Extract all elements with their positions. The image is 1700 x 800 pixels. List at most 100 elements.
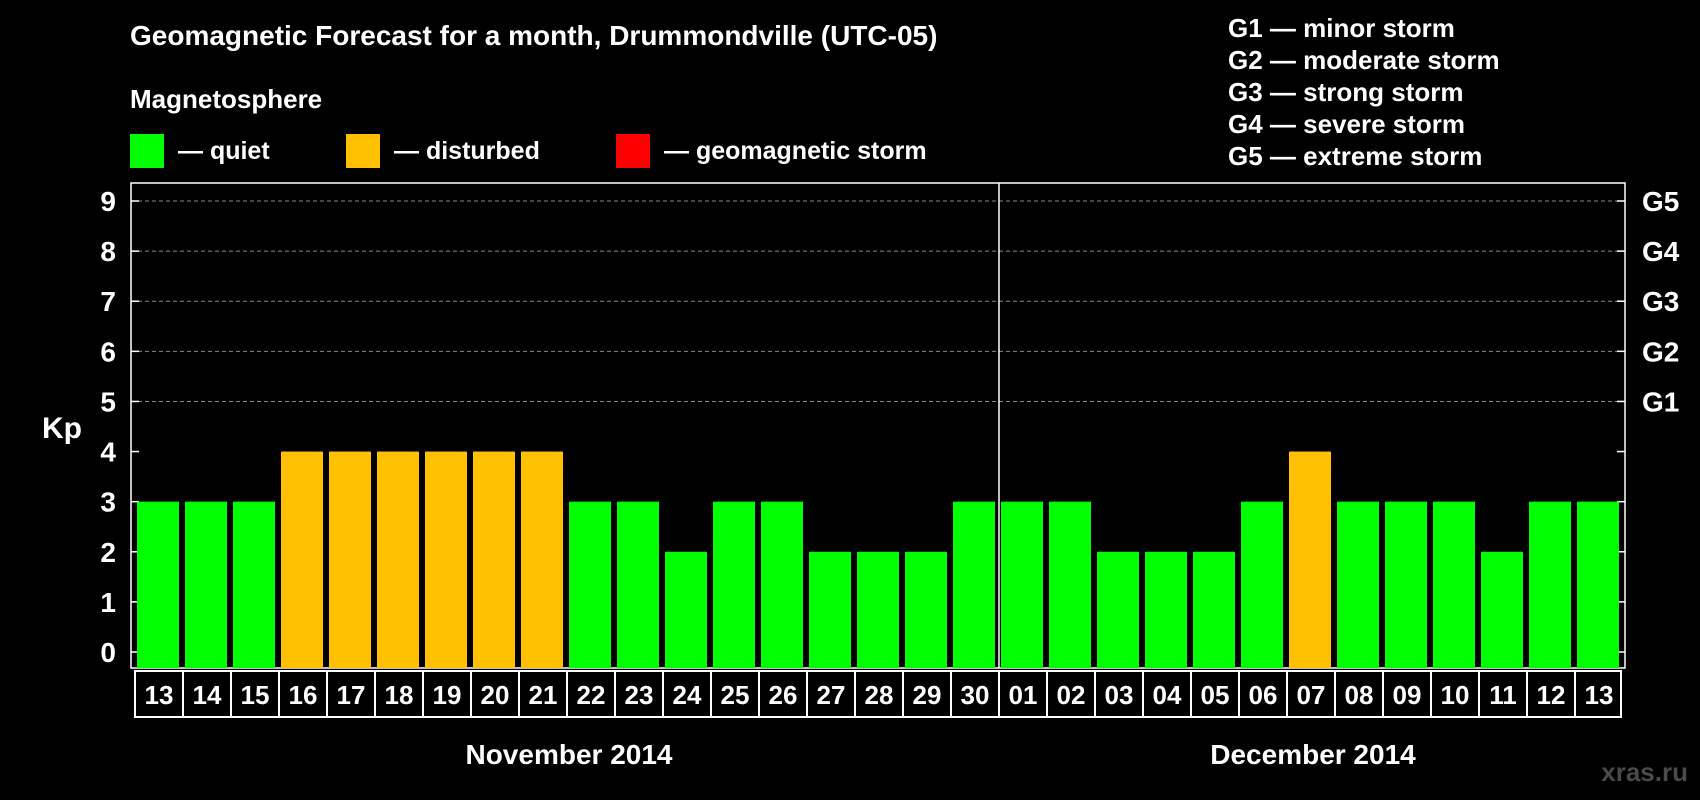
right-axis-label-g5: G5 <box>1642 186 1679 217</box>
bar-20 <box>1097 551 1139 668</box>
x-tick-label-28: 11 <box>1489 680 1517 710</box>
bar-26 <box>1385 501 1427 668</box>
x-tick-label-11: 24 <box>673 680 702 710</box>
bar-30 <box>1577 501 1619 668</box>
legend-swatch-storm <box>616 134 650 168</box>
storm-scale-legend: G1 — minor storm G2 — moderate storm G3 … <box>1228 12 1500 172</box>
bar-25 <box>1337 501 1379 668</box>
bar-13 <box>761 501 803 668</box>
bar-27 <box>1433 501 1475 668</box>
y-tick-label-1: 1 <box>100 587 116 618</box>
y-tick-label-8: 8 <box>100 236 116 267</box>
y-axis-label: Kp <box>42 412 82 445</box>
x-tick-label-30: 13 <box>1585 680 1614 710</box>
legend-item-disturbed: — disturbed <box>346 134 540 168</box>
storm-scale-g3: G3 — strong storm <box>1228 77 1464 107</box>
x-tick-label-17: 30 <box>961 680 990 710</box>
bar-15 <box>857 551 899 668</box>
x-tick-label-13: 26 <box>769 680 798 710</box>
bar-29 <box>1529 501 1571 668</box>
x-tick-label-8: 21 <box>529 680 558 710</box>
bar-16 <box>905 551 947 668</box>
bar-10 <box>617 501 659 668</box>
x-tick-label-3: 16 <box>289 680 318 710</box>
x-tick-label-1: 14 <box>193 680 222 710</box>
y-tick-label-3: 3 <box>100 487 116 518</box>
x-tick-label-22: 05 <box>1201 680 1230 710</box>
right-axis-label-g3: G3 <box>1642 286 1679 317</box>
y-tick-label-0: 0 <box>100 637 116 668</box>
legend-label-storm: — geomagnetic storm <box>664 136 927 165</box>
legend-label-disturbed: — disturbed <box>394 136 540 165</box>
x-tick-label-15: 28 <box>865 680 894 710</box>
bar-5 <box>377 451 419 668</box>
bar-23 <box>1241 501 1283 668</box>
x-tick-label-4: 17 <box>337 680 366 710</box>
legend-label-quiet: — quiet <box>178 136 270 165</box>
bar-3 <box>281 451 323 668</box>
x-tick-label-24: 07 <box>1297 680 1326 710</box>
x-tick-label-10: 23 <box>625 680 654 710</box>
storm-scale-g2: G2 — moderate storm <box>1228 45 1500 75</box>
legend-item-storm: — geomagnetic storm <box>616 134 927 168</box>
x-tick-label-29: 12 <box>1537 680 1566 710</box>
bar-6 <box>425 451 467 668</box>
storm-scale-g4: G4 — severe storm <box>1228 109 1466 139</box>
legend-swatch-quiet <box>130 134 164 168</box>
x-tick-label-21: 04 <box>1153 680 1182 710</box>
x-tick-label-20: 03 <box>1105 680 1134 710</box>
x-tick-label-25: 08 <box>1345 680 1374 710</box>
bar-9 <box>569 501 611 668</box>
x-tick-label-16: 29 <box>913 680 942 710</box>
bar-8 <box>521 451 563 668</box>
y-tick-label-6: 6 <box>100 336 116 367</box>
bar-28 <box>1481 551 1523 668</box>
y-tick-label-9: 9 <box>100 186 116 217</box>
bar-4 <box>329 451 371 668</box>
legend-swatch-disturbed <box>346 134 380 168</box>
storm-scale-g1: G1 — minor storm <box>1228 13 1455 43</box>
bar-14 <box>809 551 851 668</box>
watermark: xras.ru <box>1601 757 1688 787</box>
right-axis-label-g1: G1 <box>1642 386 1679 417</box>
x-tick-label-9: 22 <box>577 680 606 710</box>
x-tick-label-2: 15 <box>241 680 270 710</box>
y-tick-label-7: 7 <box>100 286 116 317</box>
right-axis-label-g4: G4 <box>1642 236 1680 267</box>
date-axis-box <box>134 670 1622 718</box>
x-tick-label-6: 19 <box>433 680 462 710</box>
month-label-0: November 2014 <box>465 739 672 770</box>
y-tick-label-4: 4 <box>100 437 116 468</box>
legend-item-quiet: — quiet <box>130 134 270 168</box>
legend-heading: Magnetosphere <box>130 84 323 114</box>
x-tick-label-0: 13 <box>145 680 174 710</box>
storm-scale-g5: G5 — extreme storm <box>1228 141 1483 171</box>
x-tick-label-14: 27 <box>817 680 846 710</box>
bar-22 <box>1193 551 1235 668</box>
bar-11 <box>665 551 707 668</box>
bar-12 <box>713 501 755 668</box>
chart-title: Geomagnetic Forecast for a month, Drummo… <box>130 20 938 51</box>
x-tick-label-12: 25 <box>721 680 750 710</box>
bar-0 <box>137 501 179 668</box>
bar-24 <box>1289 451 1331 668</box>
x-tick-label-19: 02 <box>1057 680 1086 710</box>
bar-21 <box>1145 551 1187 668</box>
y-tick-label-2: 2 <box>100 537 116 568</box>
x-tick-label-27: 10 <box>1441 680 1470 710</box>
month-label-1: December 2014 <box>1210 739 1416 770</box>
bar-2 <box>233 501 275 668</box>
bar-18 <box>1001 501 1043 668</box>
bar-7 <box>473 451 515 668</box>
x-tick-label-23: 06 <box>1249 680 1278 710</box>
x-tick-label-18: 01 <box>1009 680 1038 710</box>
y-tick-label-5: 5 <box>100 386 116 417</box>
right-axis-label-g2: G2 <box>1642 336 1679 367</box>
x-tick-label-7: 20 <box>481 680 510 710</box>
bar-1 <box>185 501 227 668</box>
bar-17 <box>953 501 995 668</box>
x-tick-label-5: 18 <box>385 680 414 710</box>
bar-19 <box>1049 501 1091 668</box>
x-tick-label-26: 09 <box>1393 680 1422 710</box>
